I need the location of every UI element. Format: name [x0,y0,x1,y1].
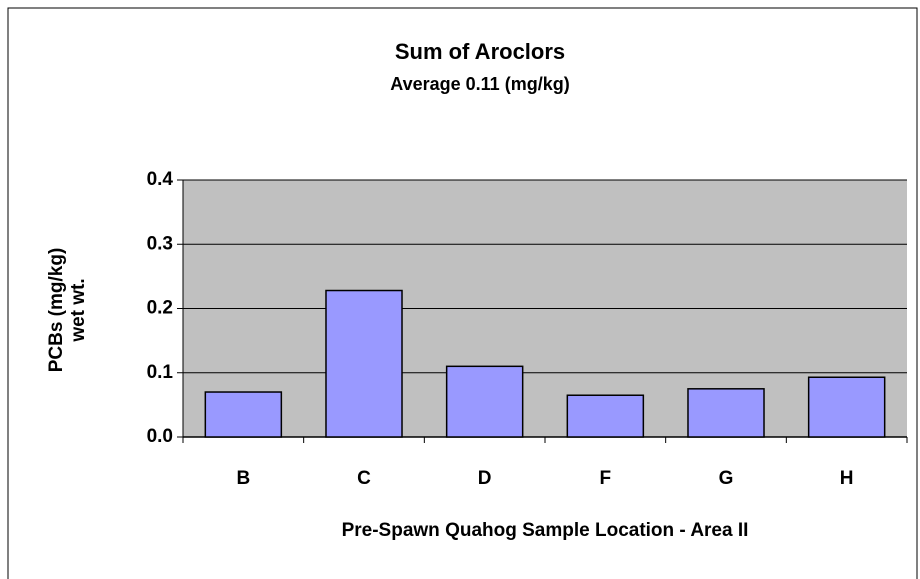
y-tick-label: 0.1 [147,362,174,383]
bar [445,365,524,438]
y-tick-label: 0.0 [147,426,173,447]
x-tick-label: C [357,468,371,489]
bar [807,376,886,438]
y-tick-label: 0.3 [147,233,173,254]
chart-border [7,7,918,579]
chart-subtitle: Average 0.11 (mg/kg) [390,74,569,94]
x-tick-label: B [236,468,250,489]
x-tick-label: F [600,468,612,489]
x-tick-label: H [840,468,854,489]
x-axis-title: Pre-Spawn Quahog Sample Location - Area … [342,520,749,541]
y-axis-title: wet wt. [68,278,89,342]
x-tick-label: D [478,468,492,489]
bar [325,289,403,438]
bar [204,391,283,438]
y-tick-label: 0.4 [147,169,174,190]
y-axis-title: PCBs (mg/kg) [46,248,67,373]
bar [566,394,645,438]
bar [687,388,765,438]
y-tick-label: 0.2 [147,298,173,319]
x-tick-label: G [719,468,734,489]
chart-title: Sum of Aroclors [395,39,565,64]
